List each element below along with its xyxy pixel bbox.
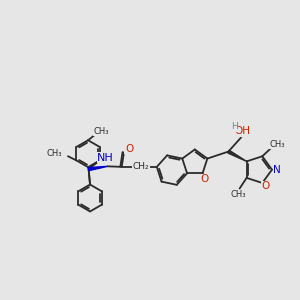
Text: NH: NH [97, 153, 114, 163]
Text: CH₃: CH₃ [230, 190, 246, 199]
Text: N: N [273, 165, 281, 175]
Polygon shape [228, 150, 247, 161]
Text: O: O [125, 144, 133, 154]
Text: CH₃: CH₃ [46, 149, 62, 158]
Text: OH: OH [234, 126, 250, 136]
Text: O: O [200, 175, 208, 184]
Polygon shape [88, 166, 108, 171]
Text: CH₂: CH₂ [133, 162, 149, 171]
Text: CH₃: CH₃ [270, 140, 285, 149]
Text: H: H [231, 122, 237, 131]
Text: CH₃: CH₃ [94, 127, 109, 136]
Text: O: O [262, 181, 270, 191]
